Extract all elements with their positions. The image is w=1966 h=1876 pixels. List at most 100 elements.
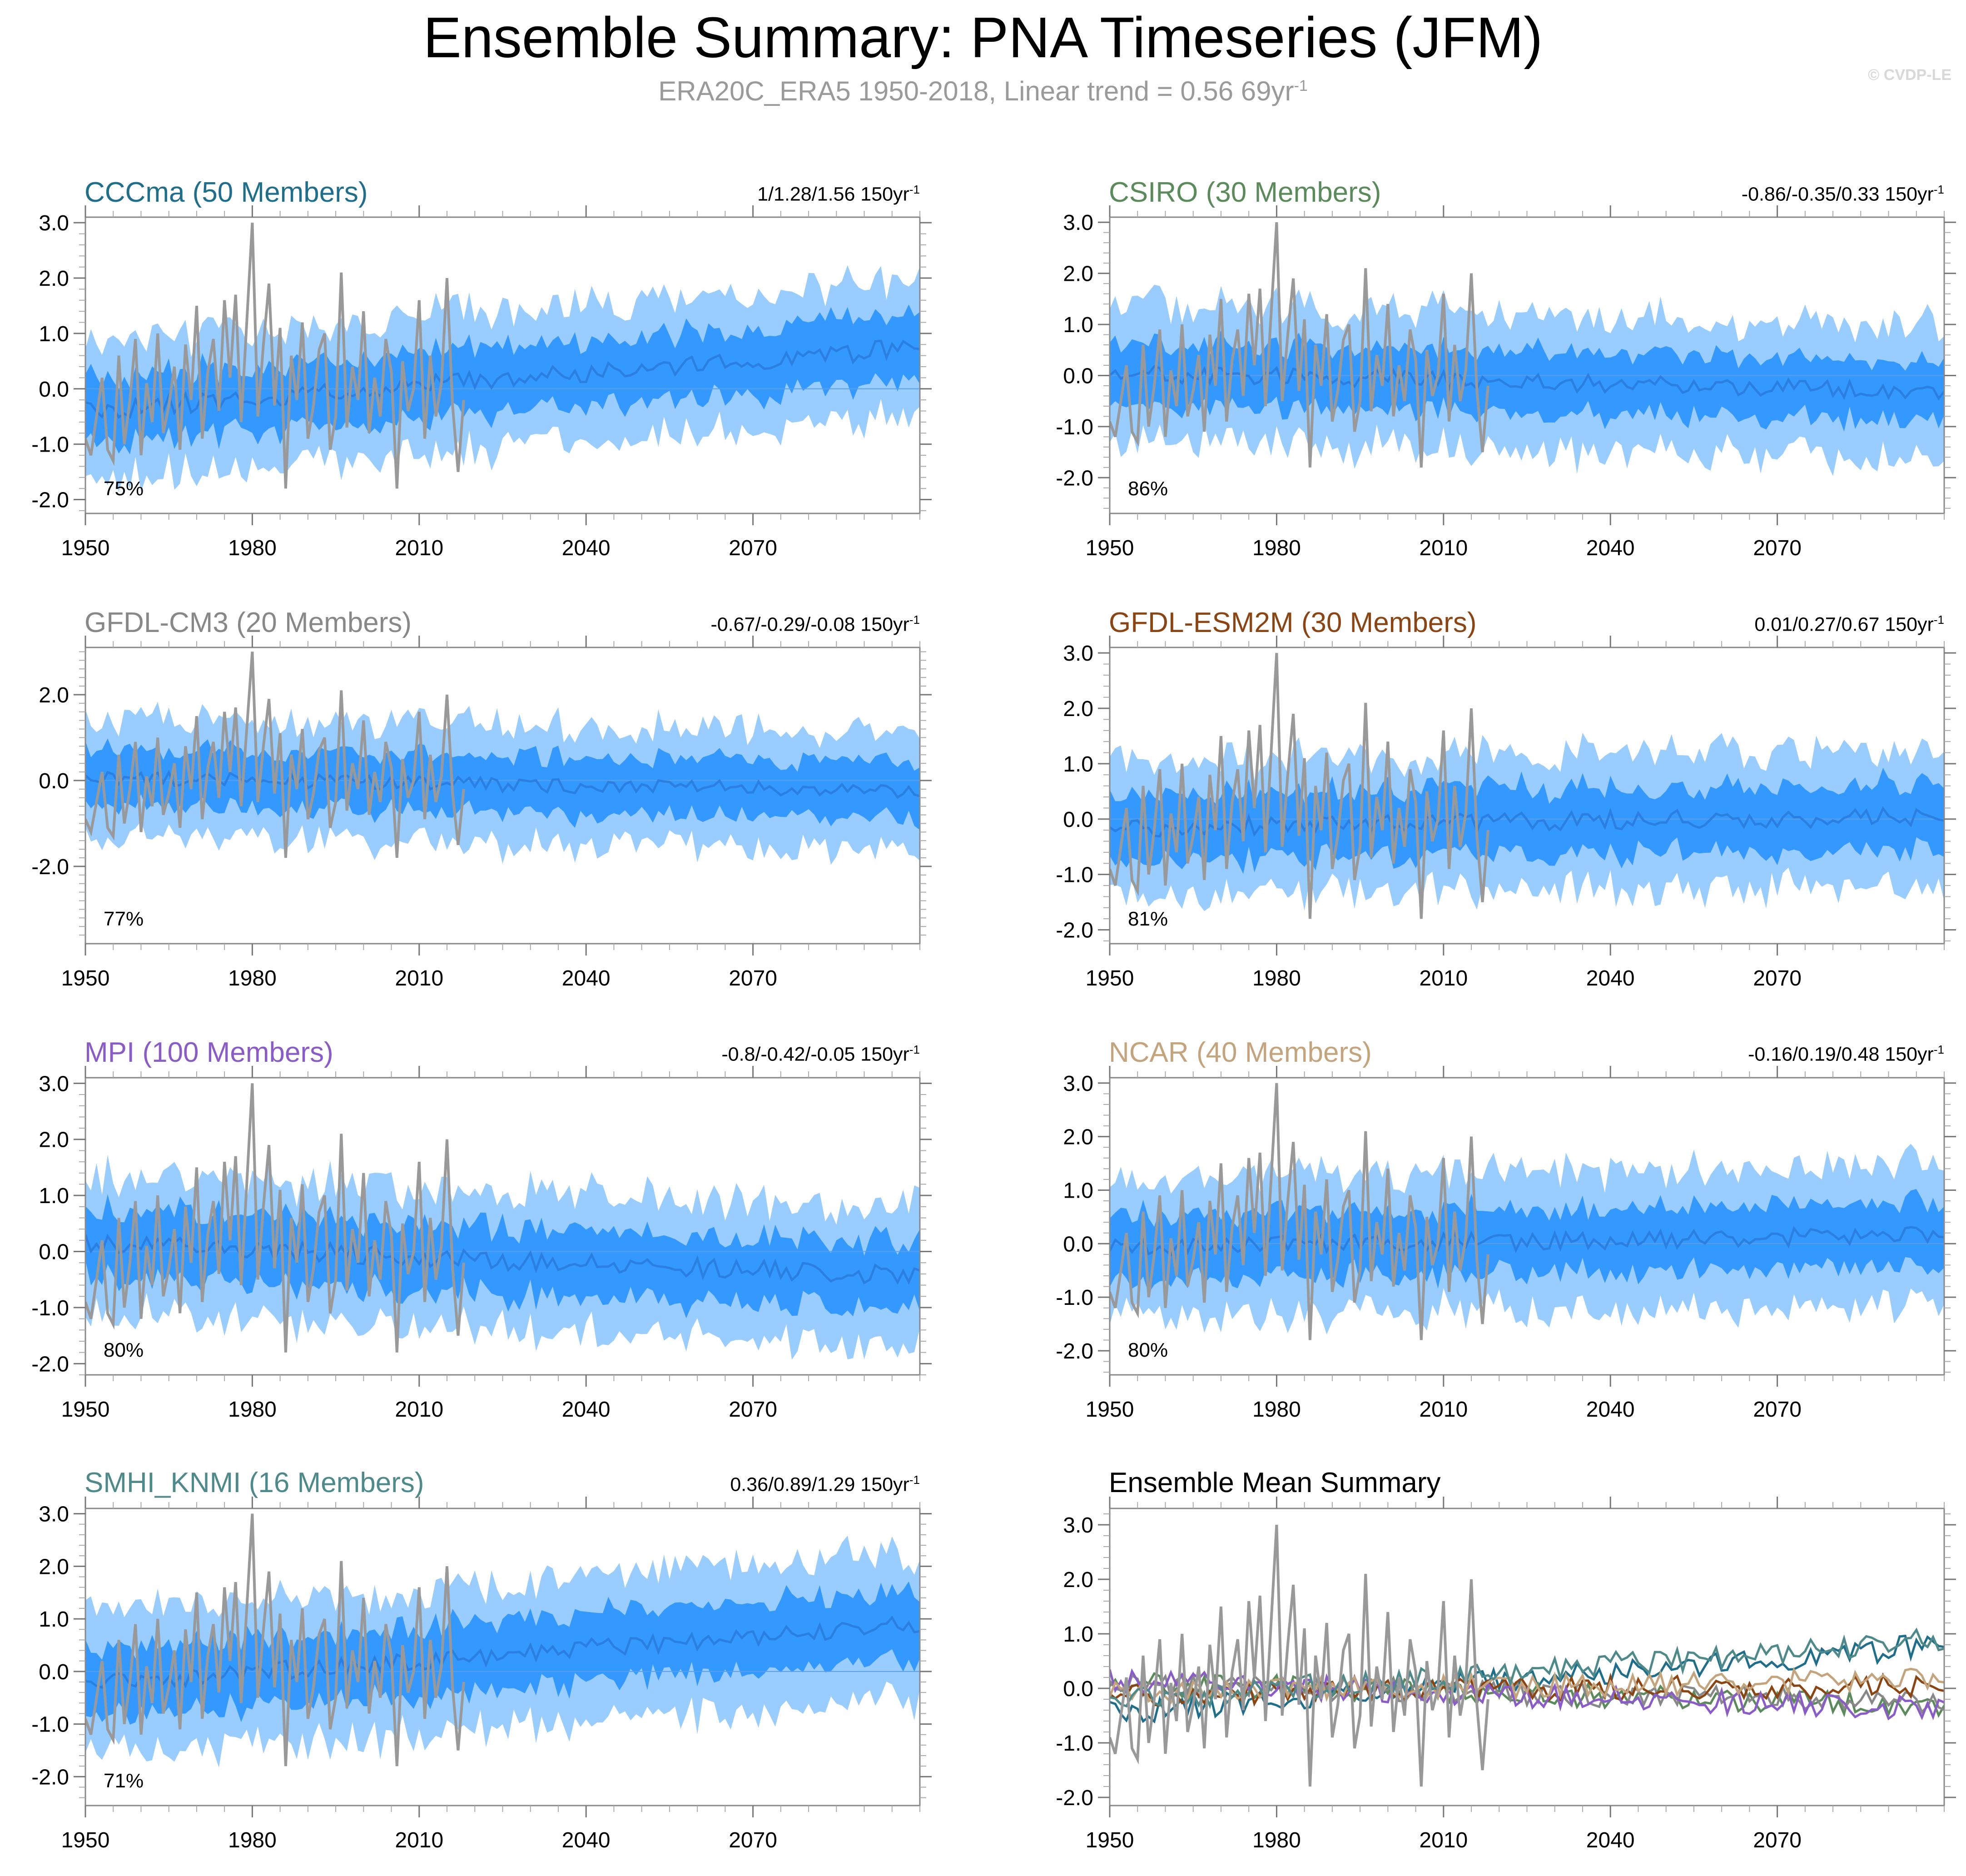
y-tick-label: -2.0 (1056, 1786, 1093, 1810)
cvdp-watermark: © CVDP-LE (1868, 66, 1951, 84)
x-tick-label: 2040 (562, 1828, 611, 1852)
y-tick-label: -2.0 (31, 1352, 69, 1376)
ensemble-mean-line (85, 1615, 920, 1689)
x-tick-label: 2010 (395, 1828, 443, 1852)
observations-line (1110, 1524, 1489, 1787)
trend-exponent: -1 (909, 183, 920, 196)
observations-line (85, 1083, 465, 1353)
trend-text: -0.8/-0.42/-0.05 150yr (721, 1043, 909, 1065)
plot-area-4 (85, 1083, 920, 1360)
trend-text: -0.86/-0.35/0.33 150yr (1741, 183, 1934, 205)
y-tick-label: 3.0 (39, 211, 69, 235)
observations-line (1110, 653, 1489, 919)
x-tick-label: 1950 (1086, 536, 1134, 560)
trend-exponent: -1 (1933, 1043, 1944, 1056)
trend-text: 1/1.28/1.56 150yr (757, 183, 909, 205)
observations-line (85, 1513, 465, 1767)
x-tick-label: 2040 (1586, 536, 1635, 560)
percent-label: 81% (1128, 908, 1168, 930)
y-tick-label: 1.0 (1063, 1179, 1093, 1203)
x-tick-label: 1950 (61, 966, 110, 990)
subtitle-unit-exponent: -1 (1294, 77, 1308, 95)
y-tick-label: -2.0 (31, 488, 69, 513)
y-tick-label: 3.0 (1063, 1072, 1093, 1096)
subtitle-text: ERA20C_ERA5 1950-2018, Linear trend = 0.… (658, 76, 1294, 106)
y-tick-label: 3.0 (1063, 642, 1093, 666)
trend-exponent: -1 (1933, 613, 1944, 627)
y-tick-label: 0.0 (39, 1240, 69, 1264)
y-tick-label: 2.0 (1063, 1568, 1093, 1592)
x-tick-label: 1950 (1086, 1398, 1134, 1422)
y-tick-label: -1.0 (31, 1713, 69, 1737)
y-tick-label: 0.0 (1063, 364, 1093, 388)
x-tick-label: 1950 (1086, 1828, 1134, 1852)
x-tick-label: 1980 (1252, 536, 1301, 560)
x-tick-label: 2070 (1753, 966, 1802, 990)
y-tick-label: -1.0 (1056, 1732, 1093, 1756)
x-tick-label: 1950 (1086, 966, 1134, 990)
y-tick-label: 1.0 (39, 1184, 69, 1208)
y-tick-label: 1.0 (1063, 752, 1093, 776)
panel-title-4: MPI (100 Members) (84, 1037, 333, 1068)
inner-band (85, 1581, 920, 1725)
inner-band (85, 738, 920, 830)
x-tick-label: 2070 (729, 536, 777, 560)
x-tick-label: 2040 (562, 536, 611, 560)
x-tick-label: 2040 (562, 966, 611, 990)
x-tick-label: 2070 (729, 966, 777, 990)
plot-area-6 (85, 1513, 920, 1768)
x-tick-label: 1980 (228, 1398, 277, 1422)
x-tick-label: 1950 (61, 1398, 110, 1422)
y-tick-label: 3.0 (1063, 1513, 1093, 1538)
y-tick-label: -2.0 (31, 855, 69, 879)
observations-line (1110, 222, 1489, 468)
inner-band (85, 304, 920, 454)
x-tick-label: 2010 (395, 1398, 443, 1422)
figure-subtitle: ERA20C_ERA5 1950-2018, Linear trend = 0.… (0, 75, 1966, 107)
y-tick-label: 2.0 (39, 1555, 69, 1579)
percent-label: 80% (1128, 1339, 1168, 1361)
plot-area-5 (1110, 1083, 1944, 1340)
y-tick-label: 0.0 (1063, 808, 1093, 832)
y-tick-label: 0.0 (39, 1660, 69, 1684)
inner-band (1110, 1189, 1944, 1294)
y-tick-label: 1.0 (39, 322, 69, 346)
chart-panel-2: 2.0 0.0 -2.0 1950 1980 2010 2040 2070 77% (31, 636, 932, 990)
x-tick-label: 2070 (1753, 1828, 1802, 1852)
trend-exponent: -1 (909, 613, 920, 627)
y-tick-label: 1.0 (1063, 313, 1093, 337)
panel-trend-6: 0.36/0.89/1.29 150yr-1 (511, 1473, 920, 1496)
panel-trend-5: -0.16/0.19/0.48 150yr-1 (1535, 1043, 1944, 1065)
figure-title: Ensemble Summary: PNA Timeseries (JFM) (423, 5, 1543, 70)
chart-panel-3: 3.0 2.0 1.0 0.0 -1.0 -2.0 1950 1980 2010 2040 2070… (1056, 636, 1956, 990)
trend-exponent: -1 (1933, 183, 1944, 196)
panel-title-1: CSIRO (30 Members) (1109, 177, 1381, 208)
y-tick-label: -1.0 (1056, 863, 1093, 887)
panel-trend-0: 1/1.28/1.56 150yr-1 (511, 183, 920, 205)
panel-trend-4: -0.8/-0.42/-0.05 150yr-1 (511, 1043, 920, 1065)
x-tick-label: 1980 (228, 1828, 277, 1852)
y-tick-label: -2.0 (1056, 466, 1093, 490)
chart-panel-4: 3.0 2.0 1.0 0.0 -1.0 -2.0 1950 1980 2010 2040 2070… (31, 1066, 932, 1422)
y-tick-label: 2.0 (39, 1128, 69, 1152)
y-tick-label: -2.0 (31, 1765, 69, 1789)
x-tick-label: 2010 (1419, 1398, 1468, 1422)
ensemble-mean-line (85, 769, 920, 799)
y-tick-label: 2.0 (39, 683, 69, 707)
y-tick-label: -2.0 (1056, 1339, 1093, 1363)
percent-label: 80% (104, 1339, 144, 1361)
series-line-NCAR (1110, 1667, 1944, 1705)
ensemble-mean-line (85, 339, 920, 419)
x-tick-label: 1950 (61, 1828, 110, 1852)
trend-text: 0.01/0.27/0.67 150yr (1754, 613, 1934, 636)
x-tick-label: 2010 (1419, 536, 1468, 560)
y-tick-label: 0.0 (1063, 1677, 1093, 1701)
x-tick-label: 1980 (1252, 966, 1301, 990)
x-tick-label: 2040 (1586, 1828, 1635, 1852)
x-tick-label: 2070 (1753, 1398, 1802, 1422)
x-tick-label: 1980 (1252, 1398, 1301, 1422)
x-tick-label: 2070 (729, 1828, 777, 1852)
x-tick-label: 2040 (1586, 1398, 1635, 1422)
trend-text: -0.16/0.19/0.48 150yr (1748, 1043, 1934, 1065)
